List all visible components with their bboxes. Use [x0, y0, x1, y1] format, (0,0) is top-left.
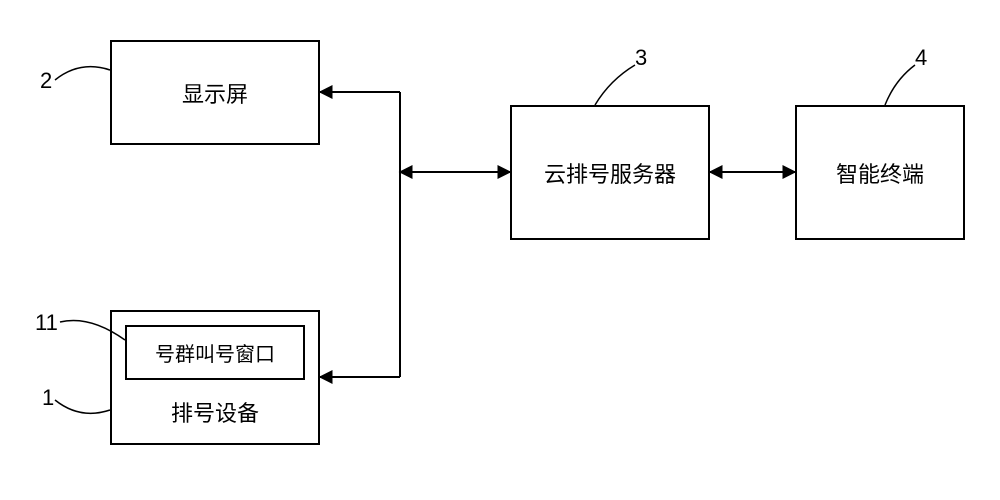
node-server: 云排号服务器	[510, 105, 710, 240]
node-terminal-label: 智能终端	[836, 157, 924, 189]
node-server-label: 云排号服务器	[544, 157, 676, 189]
callout-2: 2	[40, 68, 52, 94]
node-device-label: 排号设备	[171, 396, 259, 428]
node-display-label: 显示屏	[182, 77, 248, 109]
node-terminal: 智能终端	[795, 105, 965, 240]
callout-4: 4	[915, 45, 927, 71]
node-display: 显示屏	[110, 40, 320, 145]
diagram-canvas: 显示屏 云排号服务器 智能终端 排号设备 号群叫号窗口 2 3 4 11 1	[0, 0, 1000, 500]
callout-11: 11	[35, 310, 58, 336]
node-device-inner-label: 号群叫号窗口	[155, 338, 275, 367]
callout-1: 1	[42, 385, 54, 411]
callout-3: 3	[635, 45, 647, 71]
node-device-inner: 号群叫号窗口	[125, 325, 305, 380]
